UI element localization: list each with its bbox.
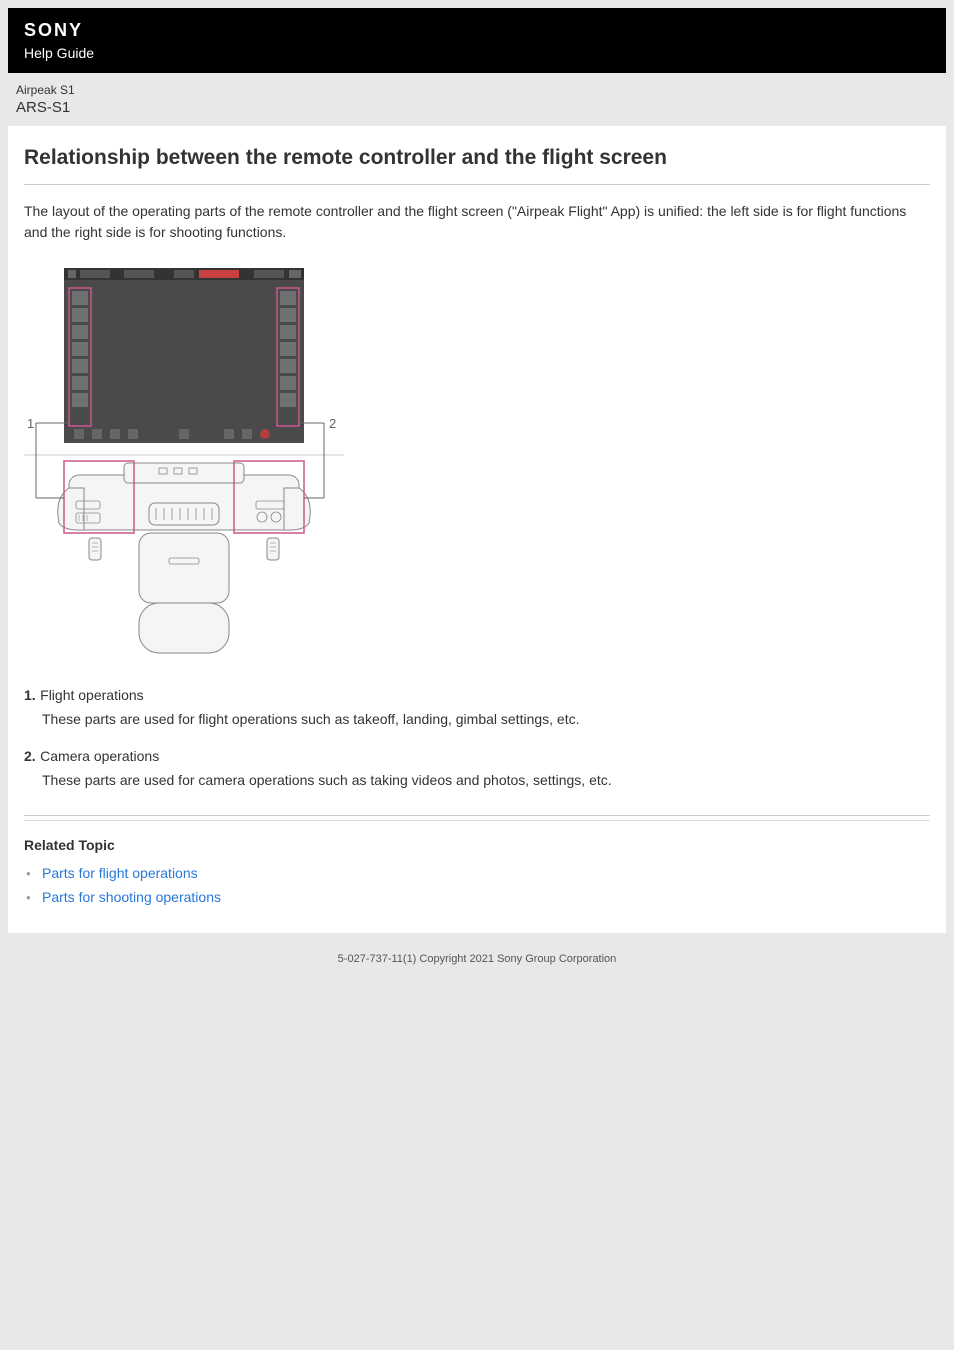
list-item-2: 2. Camera operations These parts are use… [24, 748, 930, 791]
related-topic-heading: Related Topic [24, 837, 930, 853]
product-model: ARS-S1 [16, 99, 938, 116]
related-list: Parts for flight operations Parts for sh… [24, 865, 930, 907]
product-name: Airpeak S1 [16, 83, 938, 97]
related-list-item: Parts for flight operations [42, 865, 930, 883]
page-title: Relationship between the remote controll… [24, 146, 930, 170]
related-list-item: Parts for shooting operations [42, 889, 930, 907]
help-guide-label: Help Guide [24, 45, 930, 61]
page-wrapper: SONY Help Guide Airpeak S1 ARS-S1 Relati… [0, 8, 954, 985]
diagram-label-2: 2 [329, 416, 336, 431]
content-area: Relationship between the remote controll… [8, 126, 946, 933]
remote-controller-illustration [36, 423, 324, 653]
intro-text: The layout of the operating parts of the… [24, 201, 930, 243]
brand-logo: SONY [24, 20, 930, 41]
list-item-1: 1. Flight operations These parts are use… [24, 687, 930, 730]
list-title-2: Camera operations [40, 748, 159, 764]
list-desc-1: These parts are used for flight operatio… [42, 709, 930, 730]
diagram-svg: 1 2 [24, 263, 344, 663]
copyright-text: 5-027-737-11(1) Copyright 2021 Sony Grou… [0, 953, 954, 965]
list-number-1: 1. [24, 687, 36, 703]
related-link-shooting[interactable]: Parts for shooting operations [42, 889, 221, 905]
section-divider-top [24, 815, 930, 816]
list-number-2: 2. [24, 748, 36, 764]
header-bar: SONY Help Guide [8, 8, 946, 73]
diagram-label-1: 1 [27, 416, 34, 431]
product-info: Airpeak S1 ARS-S1 [0, 73, 954, 126]
diagram-container: 1 2 [24, 263, 344, 663]
title-divider [24, 184, 930, 185]
section-divider-bottom [24, 820, 930, 821]
list-desc-2: These parts are used for camera operatio… [42, 770, 930, 791]
footer: 5-027-737-11(1) Copyright 2021 Sony Grou… [0, 933, 954, 985]
list-title-1: Flight operations [40, 687, 144, 703]
related-link-flight[interactable]: Parts for flight operations [42, 865, 198, 881]
